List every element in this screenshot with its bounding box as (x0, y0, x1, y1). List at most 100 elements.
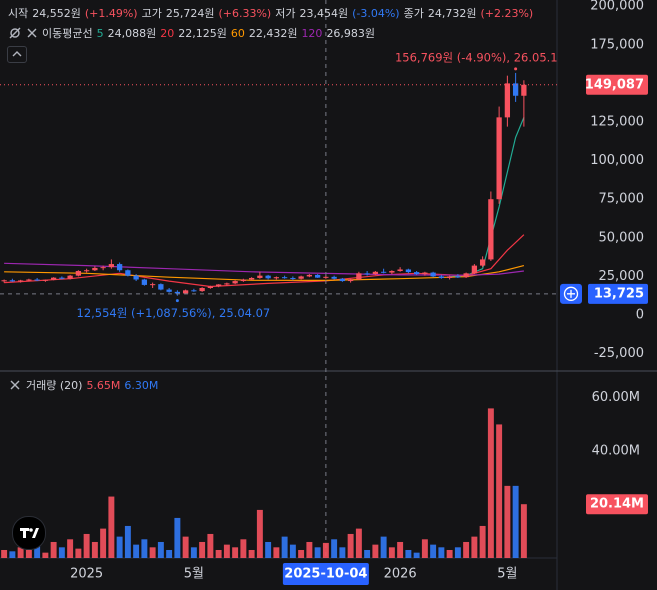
moving-average-line (4, 234, 525, 288)
ohlc-value: 23,454원 (299, 7, 349, 20)
y-tick-label: 0 (636, 308, 644, 323)
volume-bar (347, 533, 354, 558)
candle-body (413, 272, 420, 275)
volume-bar (174, 517, 181, 558)
close-icon[interactable] (26, 27, 38, 39)
ohlc-change: (+6.33%) (218, 6, 272, 20)
y-tick-label: 175,000 (590, 37, 644, 52)
candle-body (207, 286, 214, 289)
tradingview-logo[interactable] (12, 516, 46, 550)
volume-bar (265, 541, 272, 558)
ma-period: 20 (160, 26, 175, 40)
ma-legend: 이동평균선 5 24,088원 20 22,125원 60 22,432원 120 26,983… (8, 25, 375, 41)
x-tick-label: 5월 (497, 567, 517, 582)
candle-body (215, 284, 222, 287)
candle-body (174, 291, 181, 294)
candle-body (306, 274, 313, 277)
ohlc-label: 종가 (403, 7, 424, 20)
volume-value: 6.30M (124, 378, 159, 392)
ohlc-change: (+1.49%) (84, 6, 138, 20)
moving-average-line (4, 265, 525, 282)
volume-bar (75, 548, 82, 558)
moving-average-line (449, 117, 525, 278)
volume-bar (42, 552, 49, 558)
volume-bar (388, 547, 395, 558)
candle-body (224, 283, 230, 285)
volume-bar (306, 541, 313, 558)
chevron-icon (12, 51, 22, 57)
candle-body (290, 277, 296, 279)
volume-bar (133, 544, 140, 558)
volume-bar (372, 544, 379, 558)
volume-bar (199, 541, 206, 558)
candle-body (372, 271, 379, 275)
y-tick-label: 75,000 (599, 192, 645, 207)
y-tick-label: 100,000 (590, 153, 644, 168)
candle-body (50, 277, 57, 280)
low-note: 12,554원 (+1,087.56%), 25.04.07 (77, 306, 271, 320)
collapse-button[interactable] (7, 46, 27, 63)
crosshair-time-box (282, 563, 369, 585)
candle-body (257, 275, 263, 278)
candle-body (199, 288, 205, 292)
ma-period: 60 (230, 26, 245, 40)
candle-body (83, 270, 90, 272)
x-tick-label: 5월 (184, 567, 204, 582)
volume-bar (83, 533, 90, 558)
candle-body (26, 279, 32, 281)
close-icon[interactable] (8, 379, 22, 391)
volume-bar (496, 424, 503, 558)
candle-body (92, 267, 98, 271)
y-tick-label: 125,000 (590, 114, 644, 129)
volume-bar (141, 539, 148, 558)
volume-bar (207, 533, 214, 558)
ohlc-value: 25,724원 (165, 7, 215, 20)
candle-body (100, 267, 106, 269)
ohlc-change: (-3.04%) (352, 6, 400, 20)
candle-body (479, 259, 486, 266)
candle-body (512, 83, 519, 96)
volume-bar (190, 547, 197, 558)
candle-body (339, 278, 346, 282)
candle-body (380, 271, 387, 273)
candle-body (521, 84, 527, 96)
ohlc-value: 24,552원 (32, 7, 81, 20)
ma-value: 22,432원 (248, 27, 298, 40)
candle-body (438, 276, 445, 278)
logo-mark (20, 528, 39, 538)
volume-bar (339, 547, 346, 558)
volume-bar (116, 536, 123, 558)
candle-body (298, 276, 304, 279)
ma-period: 5 (96, 26, 104, 40)
candle-body (75, 271, 82, 276)
candle-body (331, 276, 337, 279)
candle-body (273, 277, 280, 279)
candle-body (323, 276, 329, 278)
volume-bar (471, 536, 478, 558)
volume-bar (421, 539, 428, 558)
ohlc-legend: 시작 24,552원 (+1.49%) 고가 25,724원 (+6.33%) 저가 23,4… (8, 5, 533, 21)
crosshair-time-label: 2025-10-04 (284, 567, 367, 582)
volume-bar (322, 542, 329, 558)
candle-body (166, 289, 172, 292)
ohlc-label: 저가 (275, 7, 296, 20)
volume-bar (479, 525, 486, 558)
candle-body (405, 269, 412, 273)
volume-bar (9, 551, 16, 558)
volume-bar (240, 539, 247, 558)
volume-bar (512, 485, 519, 558)
candle-body (463, 273, 469, 278)
candle-body (17, 280, 24, 282)
volume-bar (355, 528, 362, 558)
volume-bar (273, 547, 280, 558)
candle-body (430, 272, 436, 277)
volume-bar (17, 547, 24, 558)
ma-period: 120 (301, 26, 323, 40)
ma-title: 이동평균선 (42, 27, 93, 40)
volume-bar (223, 544, 230, 558)
volume-value: 5.65M (86, 378, 121, 392)
low-marker (175, 299, 179, 303)
eye-icon[interactable] (8, 27, 22, 39)
candle-body (496, 117, 502, 200)
